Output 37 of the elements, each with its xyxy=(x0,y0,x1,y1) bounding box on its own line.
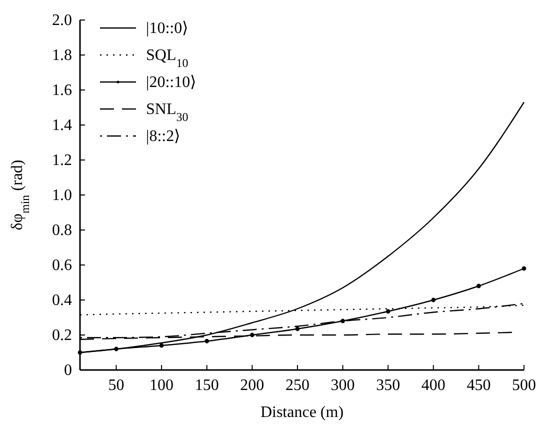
x-tick-label: 250 xyxy=(285,377,310,394)
point xyxy=(250,332,254,338)
legend-label: |8::2⟩ xyxy=(146,128,180,145)
point xyxy=(386,309,390,314)
x-tick-label: 150 xyxy=(194,377,219,394)
legend-label: SQL$_{10}$ xyxy=(146,47,188,70)
x-tick-label: 500 xyxy=(512,377,536,394)
y-tick-label: 1.6 xyxy=(52,82,72,99)
point xyxy=(476,284,481,288)
point xyxy=(431,298,436,302)
point xyxy=(159,343,164,348)
x-axis-title: Distance (m) xyxy=(260,404,344,421)
y-tick-label: 0 xyxy=(64,362,72,379)
point xyxy=(522,266,526,271)
x-tick-label: 50 xyxy=(108,377,124,394)
y-tick-label: 1.0 xyxy=(52,187,72,204)
y-tick-label: 0.8 xyxy=(52,222,72,239)
y-tick-label: 1.4 xyxy=(52,117,72,134)
point xyxy=(295,326,300,332)
point xyxy=(204,338,210,344)
y-tick-label: 1.2 xyxy=(52,152,72,169)
x-tick-label: 100 xyxy=(150,377,174,394)
x-tick-label: 200 xyxy=(240,377,264,394)
legend-label: |10::0⟩ xyxy=(146,20,188,37)
x-tick-label: 300 xyxy=(330,377,355,394)
legend-label: |20::10⟩ xyxy=(146,74,196,91)
y-tick-label: 2.0 xyxy=(52,12,72,29)
y-tick-label: 0.4 xyxy=(52,292,72,309)
point xyxy=(114,346,118,352)
y-tick-label: 0.6 xyxy=(52,257,72,274)
x-tick-label: 400 xyxy=(421,377,446,394)
x-tick-label: 350 xyxy=(376,377,400,394)
point xyxy=(340,318,345,324)
x-tick-label: 450 xyxy=(466,377,491,394)
legend-label: SNL$_{30}$ xyxy=(146,101,188,124)
y-tick-label: 1.8 xyxy=(52,47,72,64)
y-tick-label: 0.2 xyxy=(52,327,72,344)
